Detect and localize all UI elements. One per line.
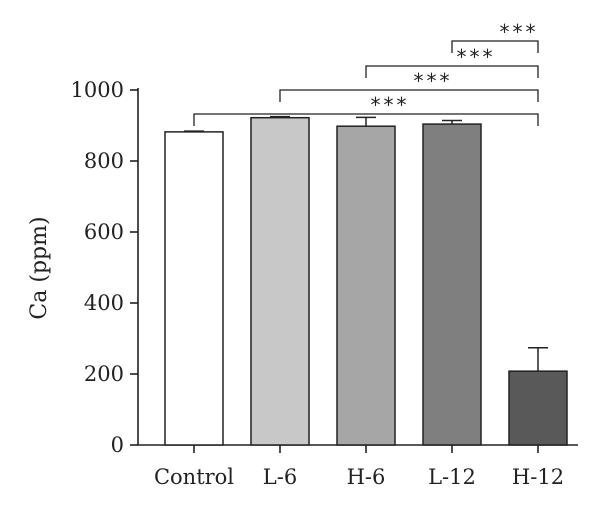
bar: [508, 370, 568, 446]
y-tick-label: 400: [84, 291, 124, 315]
significance-bracket: [279, 89, 539, 102]
y-tick-label: 600: [84, 220, 124, 244]
bar: [422, 123, 482, 446]
significance-bracket: [193, 113, 539, 126]
x-tick-label: L-6: [263, 465, 297, 489]
y-tick-label: 200: [84, 362, 124, 386]
bar: [250, 116, 310, 446]
x-tick-label: H-6: [347, 465, 386, 489]
significance-brackets: ************: [193, 20, 539, 126]
y-axis-label: Ca (ppm): [27, 216, 52, 319]
significance-bracket: [365, 65, 539, 78]
error-bars: [184, 115, 548, 372]
x-tick-label: Control: [154, 465, 234, 489]
tick-labels: 0 200 400 600 800 1000 Control L-6 H-6 L-12 H-12: [71, 78, 565, 489]
bar: [336, 125, 396, 446]
bars: [164, 116, 568, 446]
x-tick-label: H-12: [512, 465, 564, 489]
bar: [164, 131, 224, 446]
y-tick-label: 800: [84, 149, 124, 173]
x-tick-label: L-12: [428, 465, 476, 489]
significance-bracket: [451, 40, 539, 53]
significance-label: ***: [414, 69, 453, 93]
y-tick-label: 0: [111, 433, 124, 457]
significance-label: ***: [457, 45, 496, 69]
y-tick-label: 1000: [71, 78, 124, 102]
significance-label: ***: [500, 20, 539, 44]
significance-label: ***: [371, 93, 410, 117]
